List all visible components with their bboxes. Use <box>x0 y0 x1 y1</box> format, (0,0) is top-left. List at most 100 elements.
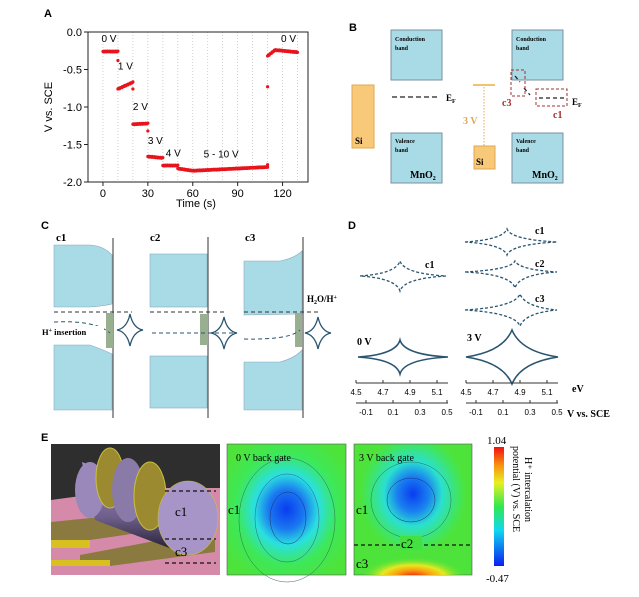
c3-conduction-band <box>243 250 303 316</box>
colorbar-max: 1.04 <box>487 435 507 447</box>
mno2-label-right: MnO2 <box>532 170 558 182</box>
h-insertion-bg <box>41 326 104 338</box>
y-tick-label: -0.5 <box>63 65 82 77</box>
valence-band-label-right-2: band <box>516 148 530 154</box>
si-label-right: Si <box>476 157 484 167</box>
data-annotation: 0 V <box>281 34 296 45</box>
cv-curve-0v-c1 <box>359 258 447 294</box>
panel-d-cv-curves: D c1 c1 c2 c3 0 V 3 V 4.5 4.7 4.9 5.1 -0.1 0.… <box>348 220 610 420</box>
valence-band-right <box>511 132 564 184</box>
si-block-left <box>351 84 375 149</box>
panel-label-e: E <box>41 432 48 444</box>
c3-valence-band <box>243 349 303 411</box>
c3-interface-layer <box>295 313 302 347</box>
c2-conduction-band <box>149 253 208 308</box>
chart-series <box>101 48 300 173</box>
v-tick-label: 0.1 <box>497 408 509 417</box>
conduction-band-left <box>390 29 443 81</box>
c1-cv-star-icon <box>116 313 144 347</box>
data-annotation: 4 V <box>166 149 181 160</box>
si-block-right <box>473 145 496 170</box>
data-point <box>146 121 150 125</box>
cv-curve-3v-c3 <box>464 292 558 328</box>
data-point <box>176 163 180 167</box>
chart-annotations: 0 V 1 V 2 V 3 V4 V 5 - 10 V 0 V <box>101 34 296 161</box>
y-tick-label: -1.0 <box>63 102 82 114</box>
panel-label-d: D <box>348 220 356 232</box>
d-3v-label: 3 V <box>467 333 482 344</box>
x-axis-label: Time (s) <box>176 198 216 210</box>
nanowire-3d-render <box>51 444 220 575</box>
v-tick-label: 0.5 <box>551 408 563 417</box>
panel-label-c: C <box>41 220 49 232</box>
panel-a-chart: A 0 30 60 90 120 0.0 -0.5 -1.0 -1.5 -2.0 0 V 1 V 2 … <box>43 8 309 210</box>
h2o-h-label: H2O/H+ <box>307 294 338 306</box>
cv-curve-0v-total <box>357 336 449 378</box>
chart-grid <box>102 32 298 182</box>
c1-interface-layer <box>106 313 113 348</box>
conduction-band-right <box>511 29 564 81</box>
cv-curve-3v-total <box>465 327 559 387</box>
c3-cv-star-icon <box>304 316 332 350</box>
data-annotation: 2 V <box>133 102 148 113</box>
conduction-band-label-2: band <box>395 46 409 52</box>
conduction-band-label-right-2: band <box>516 46 530 52</box>
cv-curve-3v-c1 <box>464 227 558 257</box>
ev-tick-label: 4.9 <box>404 388 416 397</box>
heatmap-0v-title: 0 V back gate <box>236 453 291 464</box>
heatmap-0v-c1-label: c1 <box>228 502 240 517</box>
y-tick-label: 0.0 <box>67 27 82 39</box>
e-render-c3-label: c3 <box>175 544 187 559</box>
x-tick-label: 90 <box>232 188 244 200</box>
y-tick-label: -2.0 <box>63 177 82 189</box>
data-point <box>131 87 135 91</box>
heatmap-3v-c1-label: c1 <box>356 502 368 517</box>
heatmap-3v-c3-label: c3 <box>356 556 368 571</box>
panel-e-potential-maps: E c1 c3 0 V back gate <box>41 432 533 585</box>
v-tick-label: 0.3 <box>414 408 426 417</box>
d-c1-label-right: c1 <box>535 226 544 237</box>
heatmap-3v-title: 3 V back gate <box>359 453 414 464</box>
data-point <box>265 85 270 89</box>
c3-label-b: c3 <box>502 98 511 109</box>
ev-tick-label: 4.9 <box>514 388 526 397</box>
c2-valence-band <box>149 355 208 409</box>
ev-tick-label: 4.5 <box>460 388 472 397</box>
c2-interface-layer <box>200 314 208 345</box>
colorbar <box>494 447 504 566</box>
si-label-left: Si <box>355 136 363 146</box>
v-tick-label: 0.1 <box>387 408 399 417</box>
x-tick-label: 120 <box>273 188 291 200</box>
valence-band-label-right: Valence <box>516 139 536 145</box>
x-tick-label: 0 <box>100 188 106 200</box>
panel-label-a: A <box>44 8 52 20</box>
valence-band-label: Valence <box>395 139 415 145</box>
ev-tick-label: 5.1 <box>431 388 443 397</box>
h-insertion-label: H+ insertion <box>42 327 87 337</box>
ev-tick-label: 4.7 <box>377 388 389 397</box>
colorbar-label-line2: potential (V) vs. SCE <box>510 446 521 532</box>
bent-fermi-level <box>514 75 566 99</box>
c1-label-b: c1 <box>553 110 562 121</box>
d-c1-label-left: c1 <box>425 260 434 271</box>
c1-conduction-band <box>53 244 113 308</box>
d-c2-label: c2 <box>535 259 544 270</box>
data-point <box>265 163 270 167</box>
d-c3-label: c3 <box>535 294 544 305</box>
v-tick-label: -0.1 <box>469 408 483 417</box>
colorbar-min: -0.47 <box>486 573 509 585</box>
panel-c-band-bending: C c1 H+ insertion c2 c3 H2O/H+ <box>41 220 338 418</box>
valence-band-left <box>390 132 443 184</box>
c3-region-box <box>510 69 526 97</box>
chart-frame <box>87 31 309 183</box>
d-0v-label: 0 V <box>357 337 372 348</box>
y-tick-label: -1.5 <box>63 140 82 152</box>
ev-tick-label: 4.7 <box>487 388 499 397</box>
c3-label-c: c3 <box>245 232 256 244</box>
mno2-label-left: MnO2 <box>410 170 436 182</box>
data-point <box>116 49 120 53</box>
v-tick-label: 0.5 <box>441 408 453 417</box>
panel-b-band-diagram: B Si Conduction band EF Valence band MnO… <box>349 22 582 184</box>
heatmap-3v-back-gate <box>353 443 473 576</box>
